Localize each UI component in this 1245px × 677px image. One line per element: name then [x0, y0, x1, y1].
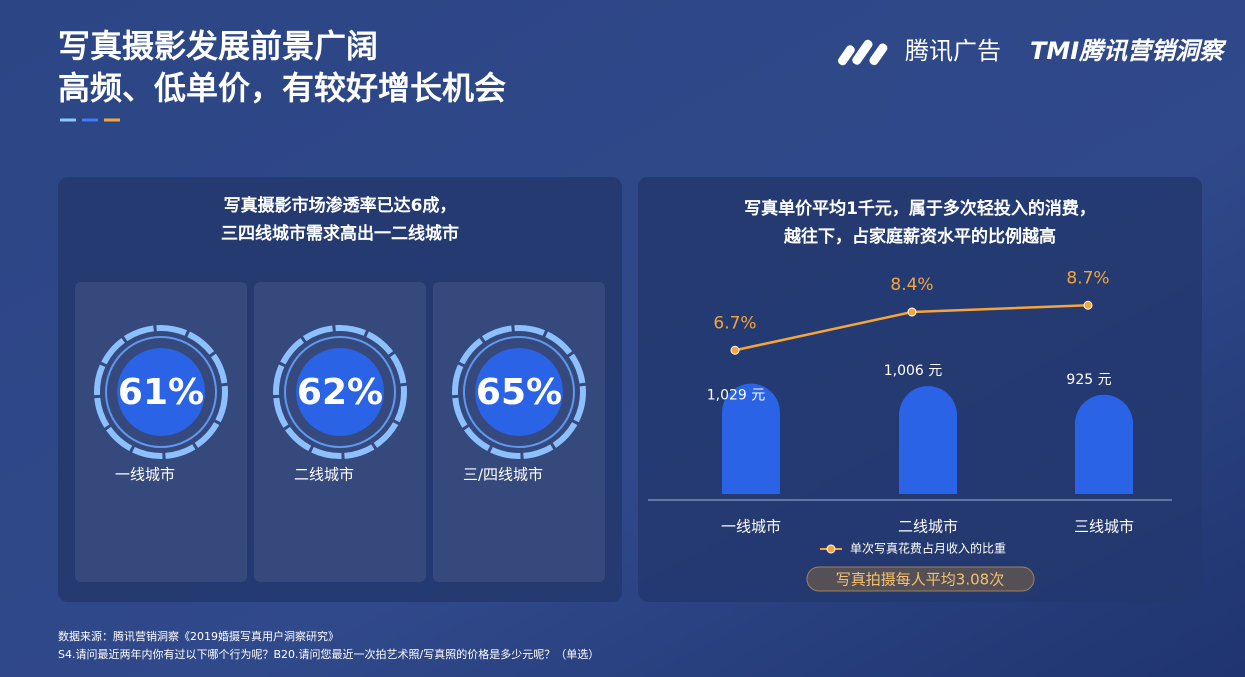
source: 数据来源：腾讯营销洞察《2019婚摄写真用户洞察研究》: [58, 629, 339, 643]
ring-inner: [463, 336, 575, 448]
logo-text: TMI腾讯营销洞察: [1030, 37, 1227, 65]
line-label: 8.4%: [890, 275, 933, 295]
bar-label: 925 元: [1066, 372, 1111, 388]
note: S4.请问最近两年内你有过以下哪个行为呢？B20.请问您最近一次拍艺术照/写真照…: [58, 647, 599, 661]
panel-title: 三四线城市需求高出一二线城市: [221, 223, 459, 244]
ring-category: 一线城市: [115, 466, 175, 484]
bar-label: 1,006 元: [884, 363, 943, 379]
bar: [722, 383, 780, 494]
panel-title: 写真摄影市场渗透率已达6成，: [224, 195, 457, 216]
ring-value: 62%: [297, 372, 383, 413]
line-point: [730, 345, 740, 355]
x-tick-label: 一线城市: [721, 518, 781, 536]
logo-icon: [837, 39, 888, 66]
ring-center: [117, 348, 205, 436]
x-tick-label: 二线城市: [898, 518, 958, 536]
ring-outer: [273, 325, 407, 459]
bar-label: 1,029 元: [707, 388, 766, 404]
line-point: [1083, 300, 1093, 310]
line-point: [907, 307, 917, 317]
panel-title: 写真单价平均1千元，属于多次轻投入的消费，: [744, 198, 1096, 219]
annotation-box: [806, 566, 1035, 592]
ring-value: 61%: [118, 372, 204, 413]
ring-category: 二线城市: [294, 466, 354, 484]
ring-center: [475, 348, 563, 436]
ring-inner: [105, 336, 217, 448]
ring-outer: [452, 325, 586, 459]
logo-text: 腾讯广告: [905, 37, 1001, 65]
line-label: 6.7%: [713, 313, 756, 333]
panel-title: 越往下，占家庭薪资水平的比例越高: [783, 226, 1056, 247]
legend-label: 单次写真花费占月收入的比重: [850, 541, 1006, 556]
annotation: 写真拍摄每人平均3.08次: [836, 571, 1004, 589]
ring-center: [296, 348, 384, 436]
ring-outer: [94, 325, 228, 459]
ring-category: 三/四线城市: [463, 466, 543, 484]
bar: [1075, 394, 1133, 494]
ring-inner: [284, 336, 396, 448]
x-tick-label: 三线城市: [1074, 518, 1134, 536]
line-label: 8.7%: [1066, 268, 1109, 288]
legend-dot: [826, 544, 836, 554]
bar: [899, 386, 957, 494]
title-line: 高频、低单价，有较好增长机会: [58, 69, 506, 107]
title-line: 写真摄影发展前景广阔: [58, 27, 378, 65]
ring-value: 65%: [476, 372, 562, 413]
